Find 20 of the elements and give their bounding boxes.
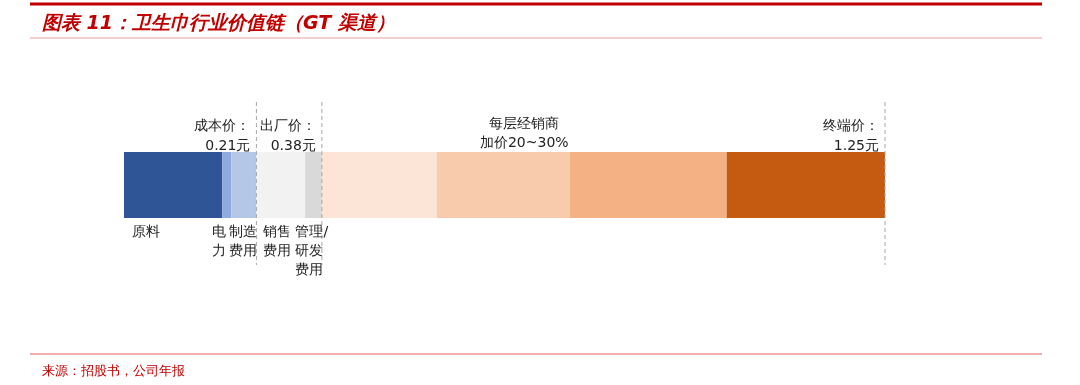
ref-line-label: 出厂价： 0.38元 (259, 117, 316, 153)
bar (436, 152, 570, 218)
series-label: 制造费用 (229, 223, 258, 258)
bar (305, 152, 322, 218)
series-label: 原料 (132, 223, 160, 239)
chart-title: 图表 11：卫生巾行业价值链（GT 渠道） (42, 11, 395, 33)
bar (222, 152, 232, 218)
series-label: 销售费用 (262, 223, 292, 258)
bar (231, 152, 257, 218)
series-label: 管理/研发费用 (295, 223, 329, 277)
bar (321, 152, 437, 218)
ref-line-label: 终端价： 1.25元 (823, 117, 879, 153)
ref-line-label: 成本价： 0.21元 (194, 117, 251, 153)
bar (726, 152, 885, 218)
series-label: 电力 (211, 223, 226, 258)
bar (569, 152, 727, 218)
source-note: 来源：招股书，公司年报 (42, 363, 185, 378)
text: 每层经销商加价20~30% (479, 115, 569, 150)
bar (256, 152, 306, 218)
bar (124, 152, 223, 218)
